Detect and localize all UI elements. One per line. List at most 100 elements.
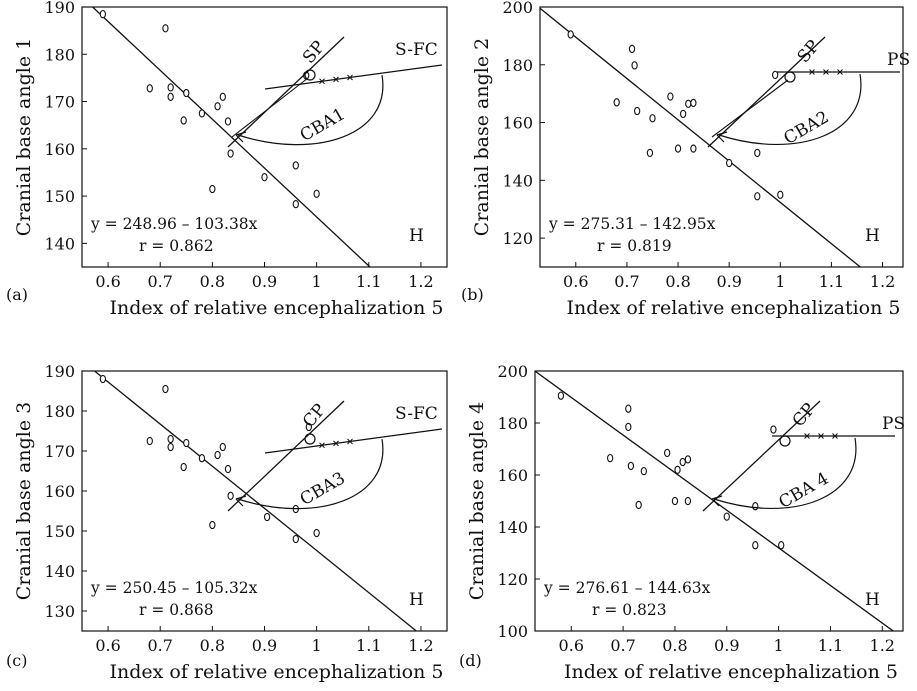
- angle-label: CBA 4: [775, 469, 832, 513]
- y-tick-label: 160: [502, 114, 533, 133]
- data-point: [691, 145, 696, 152]
- y-axis-label: Cranial base angle 4: [466, 402, 488, 600]
- y-tick-label: 140: [497, 518, 528, 537]
- data-point: [635, 107, 640, 114]
- data-point: [628, 462, 633, 469]
- data-point: [168, 84, 173, 91]
- data-point: [755, 193, 760, 200]
- regression-equation: y = 276.61 – 144.63x: [543, 579, 711, 597]
- panel-letter: (b): [461, 285, 484, 304]
- data-point: [314, 190, 319, 197]
- y-tick-label: 150: [44, 187, 75, 206]
- data-point: [168, 435, 173, 442]
- data-point: [641, 468, 646, 475]
- panel-2: 0.6 0.7 0.8 0.9 1 1.1 1.2 120 140 160 180 200 Index …: [461, 0, 910, 319]
- vertex-circle: [305, 434, 315, 444]
- data-point: [608, 455, 613, 462]
- x-tick-label: 0.8: [200, 636, 225, 655]
- data-point: [168, 443, 173, 450]
- x-tick-label: 0.7: [614, 272, 639, 291]
- angle-label: CBA2: [780, 107, 832, 149]
- corner-label: H: [865, 590, 880, 610]
- y-tick-label: 190: [44, 362, 75, 381]
- data-point: [724, 513, 729, 520]
- corner-label: H: [409, 590, 424, 610]
- correlation-label: r = 0.819: [597, 237, 672, 255]
- data-point: [650, 115, 655, 122]
- data-point: [681, 110, 686, 117]
- correlation-label: r = 0.862: [139, 237, 214, 255]
- y-axis-label: Cranial base angle 3: [13, 402, 35, 600]
- x-tick-label: 0.6: [95, 272, 120, 291]
- x-tick-label: 1.1: [818, 636, 843, 655]
- data-point: [778, 191, 783, 198]
- data-point: [680, 458, 685, 465]
- plane-line-2: [712, 80, 788, 137]
- data-point: [558, 392, 563, 399]
- y-tick-label: 140: [44, 562, 75, 581]
- x-tick-label: 1.2: [870, 272, 895, 291]
- data-point: [225, 118, 230, 125]
- y-tick-label: 200: [502, 0, 533, 17]
- y-tick-label: 120: [502, 229, 533, 248]
- correlation-label: r = 0.868: [139, 601, 214, 619]
- x-tick-label: 0.6: [95, 636, 120, 655]
- data-point: [675, 145, 680, 152]
- data-point: [753, 503, 758, 510]
- corner-label: H: [865, 226, 880, 246]
- angle-label: CBA1: [297, 104, 349, 146]
- y-tick-label: 130: [44, 602, 75, 621]
- x-tick-label: 0.8: [200, 272, 225, 291]
- data-point: [168, 93, 173, 100]
- data-point: [199, 455, 204, 462]
- data-point: [771, 426, 776, 433]
- data-point: [147, 437, 152, 444]
- data-point: [228, 492, 233, 499]
- data-point: [665, 449, 670, 456]
- x-tick-label: 0.7: [610, 636, 635, 655]
- x-tick-label: 1.2: [408, 272, 433, 291]
- data-point: [672, 497, 677, 504]
- data-point: [755, 149, 760, 156]
- regression-line: [82, 361, 447, 656]
- x-tick-label: 0.7: [147, 272, 172, 291]
- data-point: [779, 542, 784, 549]
- x-tick-label: 1: [774, 636, 784, 655]
- panel-letter: (a): [6, 285, 28, 304]
- data-point: [199, 110, 204, 117]
- x-tick-label: 1.1: [356, 272, 381, 291]
- data-point: [210, 185, 215, 192]
- x-tick-label: 1: [775, 272, 785, 291]
- data-point: [181, 117, 186, 124]
- y-tick-label: 140: [502, 171, 533, 190]
- y-tick-label: 170: [44, 442, 75, 461]
- x-tick-label: 0.9: [252, 636, 277, 655]
- plane-label: CP: [299, 400, 330, 432]
- x-tick-label: 1.2: [408, 636, 433, 655]
- y-tick-label: 150: [44, 522, 75, 541]
- x-axis-label: Index of relative encephalization 5: [110, 297, 444, 319]
- data-point: [685, 497, 690, 504]
- data-point: [675, 466, 680, 473]
- x-axis-label: Index of relative encephalization 5: [567, 297, 901, 319]
- x-tick-label: 0.8: [665, 272, 690, 291]
- data-point: [100, 10, 105, 17]
- data-point: [225, 465, 230, 472]
- data-point: [220, 93, 225, 100]
- data-point: [629, 45, 634, 52]
- data-point: [568, 31, 573, 38]
- x-tick-label: 1: [312, 272, 322, 291]
- y-tick-label: 100: [497, 622, 528, 641]
- x-tick-label: 0.9: [716, 272, 741, 291]
- reference-line: [265, 429, 442, 453]
- data-point: [691, 99, 696, 106]
- x-tick-label: 1.1: [356, 636, 381, 655]
- x-tick-label: 1.2: [870, 636, 895, 655]
- data-point: [293, 201, 298, 208]
- data-point: [668, 93, 673, 100]
- line-label: PS: [882, 414, 905, 434]
- x-tick-label: 0.6: [559, 636, 584, 655]
- correlation-label: r = 0.823: [592, 601, 667, 619]
- panel-3: 0.6 0.7 0.8 0.9 1 1.1 1.2130140150160170180190…: [6, 361, 447, 683]
